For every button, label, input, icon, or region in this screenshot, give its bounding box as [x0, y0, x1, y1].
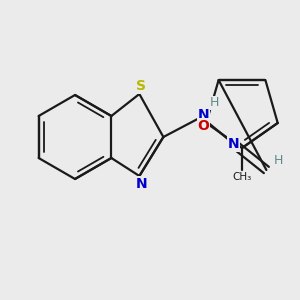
- Text: O: O: [197, 119, 209, 133]
- Text: H: H: [274, 154, 283, 166]
- Text: N: N: [198, 108, 209, 122]
- Text: S: S: [136, 79, 146, 93]
- Text: N: N: [228, 137, 239, 151]
- Text: H: H: [210, 97, 219, 110]
- Text: CH₃: CH₃: [232, 172, 252, 182]
- Text: N: N: [136, 177, 147, 191]
